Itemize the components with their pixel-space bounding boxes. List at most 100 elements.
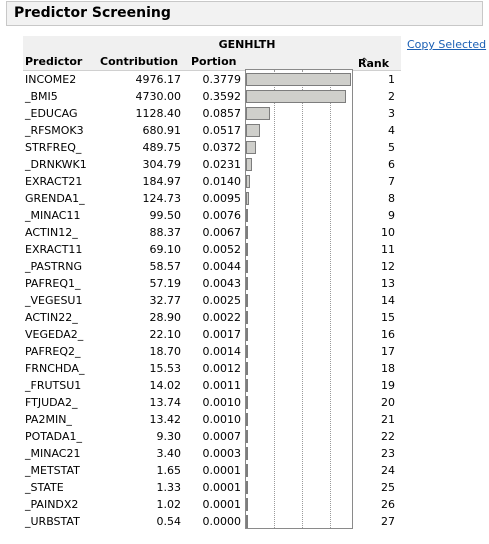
- table-row[interactable]: ACTIN22_ 28.90 0.0022 15: [23, 309, 401, 326]
- table-row[interactable]: _URBSTAT 0.54 0.0000 27: [23, 513, 401, 530]
- bar-slot: [246, 88, 352, 105]
- table-row[interactable]: PAFREQ2_ 18.70 0.0014 17: [23, 343, 401, 360]
- portion-bar: [246, 430, 248, 443]
- bar-slot: [246, 139, 352, 156]
- contribution-cell: 1.02: [156, 498, 182, 511]
- predictor-cell: _PASTRNG: [25, 260, 83, 273]
- predictor-cell: _METSTAT: [25, 464, 80, 477]
- portion-bar: [246, 294, 248, 307]
- table-row[interactable]: _VEGESU1 32.77 0.0025 14: [23, 292, 401, 309]
- bar-slot: [246, 377, 352, 394]
- rank-cell: 19: [381, 379, 395, 392]
- table-row[interactable]: STRFREQ_ 489.75 0.0372 5: [23, 139, 401, 156]
- contribution-cell: 184.97: [142, 175, 182, 188]
- contribution-cell: 18.70: [149, 345, 182, 358]
- contribution-cell: 0.54: [156, 515, 182, 528]
- bar-gridline: [274, 70, 275, 528]
- portion-cell: 0.0076: [202, 209, 242, 222]
- portion-bar: [246, 311, 248, 324]
- contribution-cell: 304.79: [142, 158, 182, 171]
- bar-slot: [246, 275, 352, 292]
- portion-cell: 0.0001: [202, 481, 242, 494]
- bar-slot: [246, 479, 352, 496]
- portion-cell: 0.0857: [202, 107, 242, 120]
- contribution-cell: 58.57: [149, 260, 182, 273]
- predictor-cell: _FRUTSU1: [25, 379, 82, 392]
- table-row[interactable]: _STATE 1.33 0.0001 25: [23, 479, 401, 496]
- predictor-cell: _DRNKWK1: [25, 158, 87, 171]
- predictor-cell: _RFSMOK3: [25, 124, 84, 137]
- table-row[interactable]: _FRUTSU1 14.02 0.0011 19: [23, 377, 401, 394]
- table-row[interactable]: _DRNKWK1 304.79 0.0231 6: [23, 156, 401, 173]
- table-row[interactable]: VEGEDA2_ 22.10 0.0017 16: [23, 326, 401, 343]
- table-row[interactable]: _EDUCAG 1128.40 0.0857 3: [23, 105, 401, 122]
- contribution-cell: 9.30: [156, 430, 182, 443]
- table-row[interactable]: FRNCHDA_ 15.53 0.0012 18: [23, 360, 401, 377]
- column-header-contribution[interactable]: Contribution: [100, 55, 179, 68]
- rank-cell: 15: [381, 311, 395, 324]
- table-row[interactable]: POTADA1_ 9.30 0.0007 22: [23, 428, 401, 445]
- predictor-cell: _BMI5: [25, 90, 58, 103]
- contribution-cell: 99.50: [149, 209, 182, 222]
- portion-cell: 0.0010: [202, 396, 242, 409]
- column-header-predictor[interactable]: Predictor: [25, 55, 83, 68]
- contribution-cell: 88.37: [149, 226, 182, 239]
- portion-cell: 0.0011: [202, 379, 242, 392]
- portion-cell: 0.0017: [202, 328, 242, 341]
- contribution-cell: 1.33: [156, 481, 182, 494]
- table-row[interactable]: _MINAC21 3.40 0.0003 23: [23, 445, 401, 462]
- table-row[interactable]: _PAINDX2 1.02 0.0001 26: [23, 496, 401, 513]
- table-row[interactable]: PAFREQ1_ 57.19 0.0043 13: [23, 275, 401, 292]
- portion-bar: [246, 226, 248, 239]
- predictor-cell: VEGEDA2_: [25, 328, 84, 341]
- predictor-cell: EXRACT21: [25, 175, 83, 188]
- bar-slot: [246, 105, 352, 122]
- portion-bar-layer: [246, 71, 352, 530]
- rank-cell: 17: [381, 345, 395, 358]
- outline-header[interactable]: Predictor Screening: [6, 1, 483, 26]
- portion-cell: 0.0014: [202, 345, 242, 358]
- table-row[interactable]: _METSTAT 1.65 0.0001 24: [23, 462, 401, 479]
- bar-slot: [246, 513, 352, 530]
- rank-cell: 24: [381, 464, 395, 477]
- rank-cell: 3: [388, 107, 395, 120]
- portion-cell: 0.0052: [202, 243, 242, 256]
- contribution-cell: 28.90: [149, 311, 182, 324]
- bar-gridline: [302, 70, 303, 528]
- bar-slot: [246, 394, 352, 411]
- table-row[interactable]: _MINAC11 99.50 0.0076 9: [23, 207, 401, 224]
- predictor-cell: _PAINDX2: [25, 498, 79, 511]
- predictor-cell: INCOME2: [25, 73, 77, 86]
- portion-bar: [246, 396, 248, 409]
- copy-selected-link[interactable]: Copy Selected: [407, 38, 487, 51]
- portion-cell: 0.3592: [202, 90, 242, 103]
- portion-cell: 0.0043: [202, 277, 242, 290]
- bar-slot: [246, 343, 352, 360]
- table-row[interactable]: _PASTRNG 58.57 0.0044 12: [23, 258, 401, 275]
- contribution-cell: 13.74: [149, 396, 182, 409]
- portion-bar: [246, 515, 248, 528]
- predictor-cell: EXRACT11: [25, 243, 83, 256]
- contribution-cell: 1128.40: [135, 107, 182, 120]
- table-row[interactable]: INCOME2 4976.17 0.3779 1: [23, 71, 401, 88]
- table-row[interactable]: _RFSMOK3 680.91 0.0517 4: [23, 122, 401, 139]
- table-row[interactable]: EXRACT11 69.10 0.0052 11: [23, 241, 401, 258]
- table-row[interactable]: _BMI5 4730.00 0.3592 2: [23, 88, 401, 105]
- table-row[interactable]: PA2MIN_ 13.42 0.0010 21: [23, 411, 401, 428]
- table-row[interactable]: ACTIN12_ 88.37 0.0067 10: [23, 224, 401, 241]
- portion-bar: [246, 328, 248, 341]
- portion-bar: [246, 277, 248, 290]
- contribution-cell: 4730.00: [135, 90, 182, 103]
- table-row[interactable]: EXRACT21 184.97 0.0140 7: [23, 173, 401, 190]
- column-header-portion[interactable]: Portion: [191, 55, 237, 68]
- portion-cell: 0.0001: [202, 464, 242, 477]
- rank-cell: 23: [381, 447, 395, 460]
- table-row[interactable]: GRENDA1_ 124.73 0.0095 8: [23, 190, 401, 207]
- predictor-cell: ACTIN12_: [25, 226, 78, 239]
- bar-slot: [246, 224, 352, 241]
- rank-cell: 13: [381, 277, 395, 290]
- table-body: INCOME2 4976.17 0.3779 1 _BMI5 4730.00 0.3592 2…: [23, 71, 401, 530]
- table-row[interactable]: FTJUDA2_ 13.74 0.0010 20: [23, 394, 401, 411]
- predictor-cell: PAFREQ2_: [25, 345, 81, 358]
- predictor-cell: POTADA1_: [25, 430, 82, 443]
